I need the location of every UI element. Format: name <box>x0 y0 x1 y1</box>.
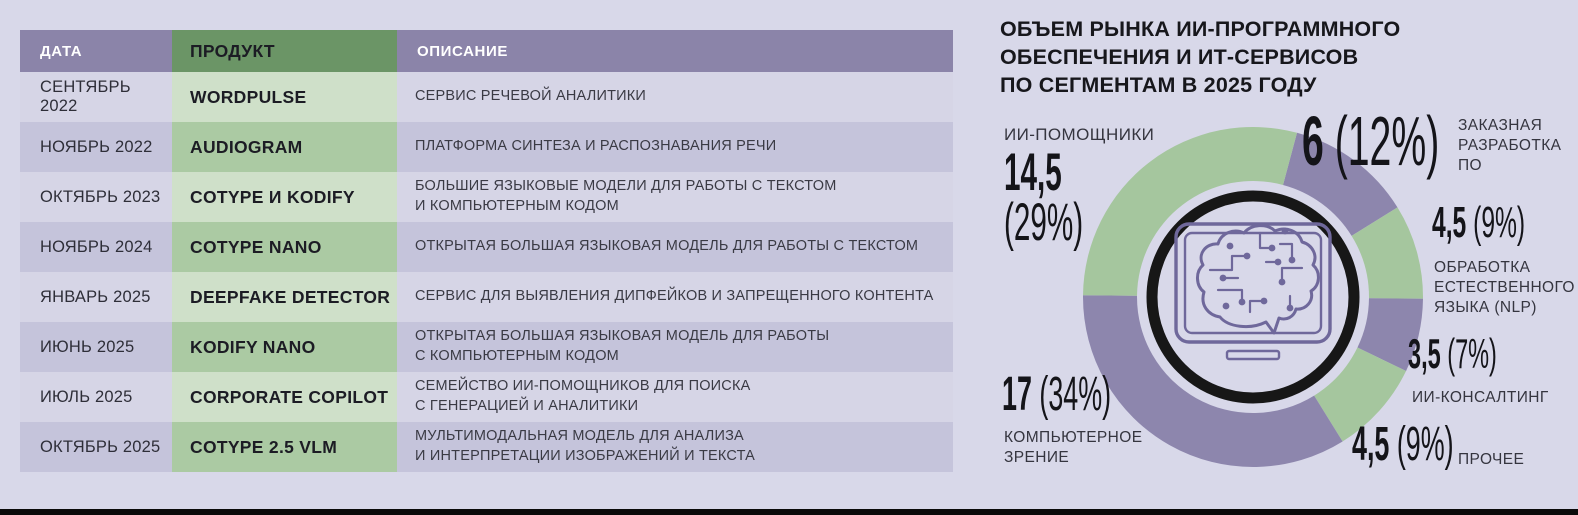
segment-percent: (34%) <box>1039 368 1112 421</box>
donut-segment-computer-vision <box>1083 295 1343 467</box>
segment-value: 4,5 <box>1352 418 1390 471</box>
callout-custom-software-development: 6 (12%) <box>1302 106 1547 176</box>
table-row: ИЮНЬ 2025 KODIFY NANO ОТКРЫТАЯ БОЛЬШАЯ Я… <box>20 322 953 372</box>
cell-date: НОЯБРЬ 2024 <box>20 222 172 272</box>
table-row: НОЯБРЬ 2024 COTYPE NANO ОТКРЫТАЯ БОЛЬШАЯ… <box>20 222 953 272</box>
segment-percent: (9%) <box>1396 418 1454 471</box>
donut-center-ring <box>1146 190 1360 404</box>
table-row: ЯНВАРЬ 2025 DEEPFAKE DETECTOR СЕРВИС ДЛЯ… <box>20 272 953 322</box>
cell-description: ПЛАТФОРМА СИНТЕЗА И РАСПОЗНАВАНИЯ РЕЧИ <box>397 122 953 172</box>
callout-ai-consulting-label: ИИ-КОНСАЛТИНГ <box>1412 389 1549 406</box>
market-chart-panel: ОБЪЕМ РЫНКА ИИ-ПРОГРАММНОГО ОБЕСПЕЧЕНИЯ … <box>980 0 1578 515</box>
callout-custom-software-development-label: ЗАКАЗНАЯ РАЗРАБОТКА ПО <box>1458 117 1562 175</box>
donut-segment-custom-software-development <box>1283 132 1398 236</box>
segment-value: 4,5 <box>1432 198 1467 247</box>
donut-segment-nlp <box>1351 207 1423 299</box>
cell-description: БОЛЬШИЕ ЯЗЫКОВЫЕ МОДЕЛИ ДЛЯ РАБОТЫ С ТЕК… <box>397 172 953 222</box>
cell-date: ОКТЯБРЬ 2025 <box>20 422 172 472</box>
cell-description: СЕМЕЙСТВО ИИ-ПОМОЩНИКОВ ДЛЯ ПОИСКА С ГЕН… <box>397 372 953 422</box>
chart-title: ОБЪЕМ РЫНКА ИИ-ПРОГРАММНОГО ОБЕСПЕЧЕНИЯ … <box>1000 17 1401 97</box>
cell-description: СЕРВИС ДЛЯ ВЫЯВЛЕНИЯ ДИПФЕЙКОВ И ЗАПРЕЩЕ… <box>397 272 953 322</box>
bottom-accent-bar <box>0 509 1578 515</box>
segment-percent: (9%) <box>1473 198 1526 247</box>
segment-percent: (29%) <box>1004 193 1084 253</box>
table-row: ИЮЛЬ 2025 CORPORATE COPILOT СЕМЕЙСТВО ИИ… <box>20 372 953 422</box>
callout-nlp: 4,5 (9%) <box>1432 201 1578 245</box>
donut-chart <box>1083 126 1423 467</box>
cell-date: ОКТЯБРЬ 2023 <box>20 172 172 222</box>
header-description: ОПИСАНИЕ <box>397 30 953 72</box>
segment-percent: (7%) <box>1447 330 1497 377</box>
callout-other: 4,5 (9%) <box>1352 421 1533 469</box>
callout-computer-vision-label: КОМПЬЮТЕРНОЕ ЗРЕНИЕ <box>1004 429 1143 467</box>
segment-value: 14,5 <box>1004 143 1062 203</box>
callout-other-label: ПРОЧЕЕ <box>1458 451 1525 468</box>
segment-percent: (12%) <box>1334 102 1440 180</box>
cell-date: СЕНТЯБРЬ 2022 <box>20 72 172 122</box>
cell-product: CORPORATE COPILOT <box>172 372 397 422</box>
segment-value: 3,5 <box>1408 330 1441 377</box>
segment-value: 17 <box>1002 368 1032 421</box>
table-row: ОКТЯБРЬ 2023 COTYPE И KODIFY БОЛЬШИЕ ЯЗЫ… <box>20 172 953 222</box>
cell-product: DEEPFAKE DETECTOR <box>172 272 397 322</box>
cell-product: AUDIOGRAM <box>172 122 397 172</box>
cell-description: МУЛЬТИМОДАЛЬНАЯ МОДЕЛЬ ДЛЯ АНАЛИЗА И ИНТ… <box>397 422 953 472</box>
cell-product: COTYPE И KODIFY <box>172 172 397 222</box>
cell-date: ИЮНЬ 2025 <box>20 322 172 372</box>
donut-segment-other <box>1314 347 1407 442</box>
cell-product: COTYPE NANO <box>172 222 397 272</box>
header-date: ДАТА <box>20 30 172 72</box>
cell-product: COTYPE 2.5 VLM <box>172 422 397 472</box>
product-timeline-table: ДАТА ПРОДУКТ ОПИСАНИЕ СЕНТЯБРЬ 2022 WORD… <box>20 30 953 472</box>
table-header-row: ДАТА ПРОДУКТ ОПИСАНИЕ <box>20 30 953 72</box>
cell-description: СЕРВИС РЕЧЕВОЙ АНАЛИТИКИ <box>397 72 953 122</box>
table-row: НОЯБРЬ 2022 AUDIOGRAM ПЛАТФОРМА СИНТЕЗА … <box>20 122 953 172</box>
donut-segments <box>1083 126 1423 467</box>
cell-product: WORDPULSE <box>172 72 397 122</box>
cell-date: ИЮЛЬ 2025 <box>20 372 172 422</box>
donut-segment-ai-assistants <box>1083 126 1297 296</box>
segment-value: 6 <box>1302 102 1324 180</box>
cell-description: ОТКРЫТАЯ БОЛЬШАЯ ЯЗЫКОВАЯ МОДЕЛЬ ДЛЯ РАБ… <box>397 222 953 272</box>
cell-description: ОТКРЫТАЯ БОЛЬШАЯ ЯЗЫКОВАЯ МОДЕЛЬ ДЛЯ РАБ… <box>397 322 953 372</box>
segment-label: ИИ-ПОМОЩНИКИ <box>1004 125 1155 144</box>
callout-nlp-label: ОБРАБОТКА ЕСТЕСТВЕННОГО ЯЗЫКА (NLP) <box>1434 259 1575 317</box>
callout-ai-assistants: ИИ-ПОМОЩНИКИ 14,5 (29%) <box>1004 124 1154 249</box>
table-row: ОКТЯБРЬ 2025 COTYPE 2.5 VLM МУЛЬТИМОДАЛЬ… <box>20 422 953 472</box>
donut-segment-ai-consulting <box>1357 298 1423 371</box>
header-product: ПРОДУКТ <box>172 30 397 72</box>
brain-circuit-monitor-icon <box>1174 222 1332 361</box>
cell-date: НОЯБРЬ 2022 <box>20 122 172 172</box>
cell-product: KODIFY NANO <box>172 322 397 372</box>
callout-computer-vision: 17 (34%) <box>1002 371 1197 419</box>
table-row: СЕНТЯБРЬ 2022 WORDPULSE СЕРВИС РЕЧЕВОЙ А… <box>20 72 953 122</box>
callout-ai-consulting: 3,5 (7%) <box>1408 333 1567 375</box>
cell-date: ЯНВАРЬ 2025 <box>20 272 172 322</box>
table-body: СЕНТЯБРЬ 2022 WORDPULSE СЕРВИС РЕЧЕВОЙ А… <box>20 72 953 472</box>
